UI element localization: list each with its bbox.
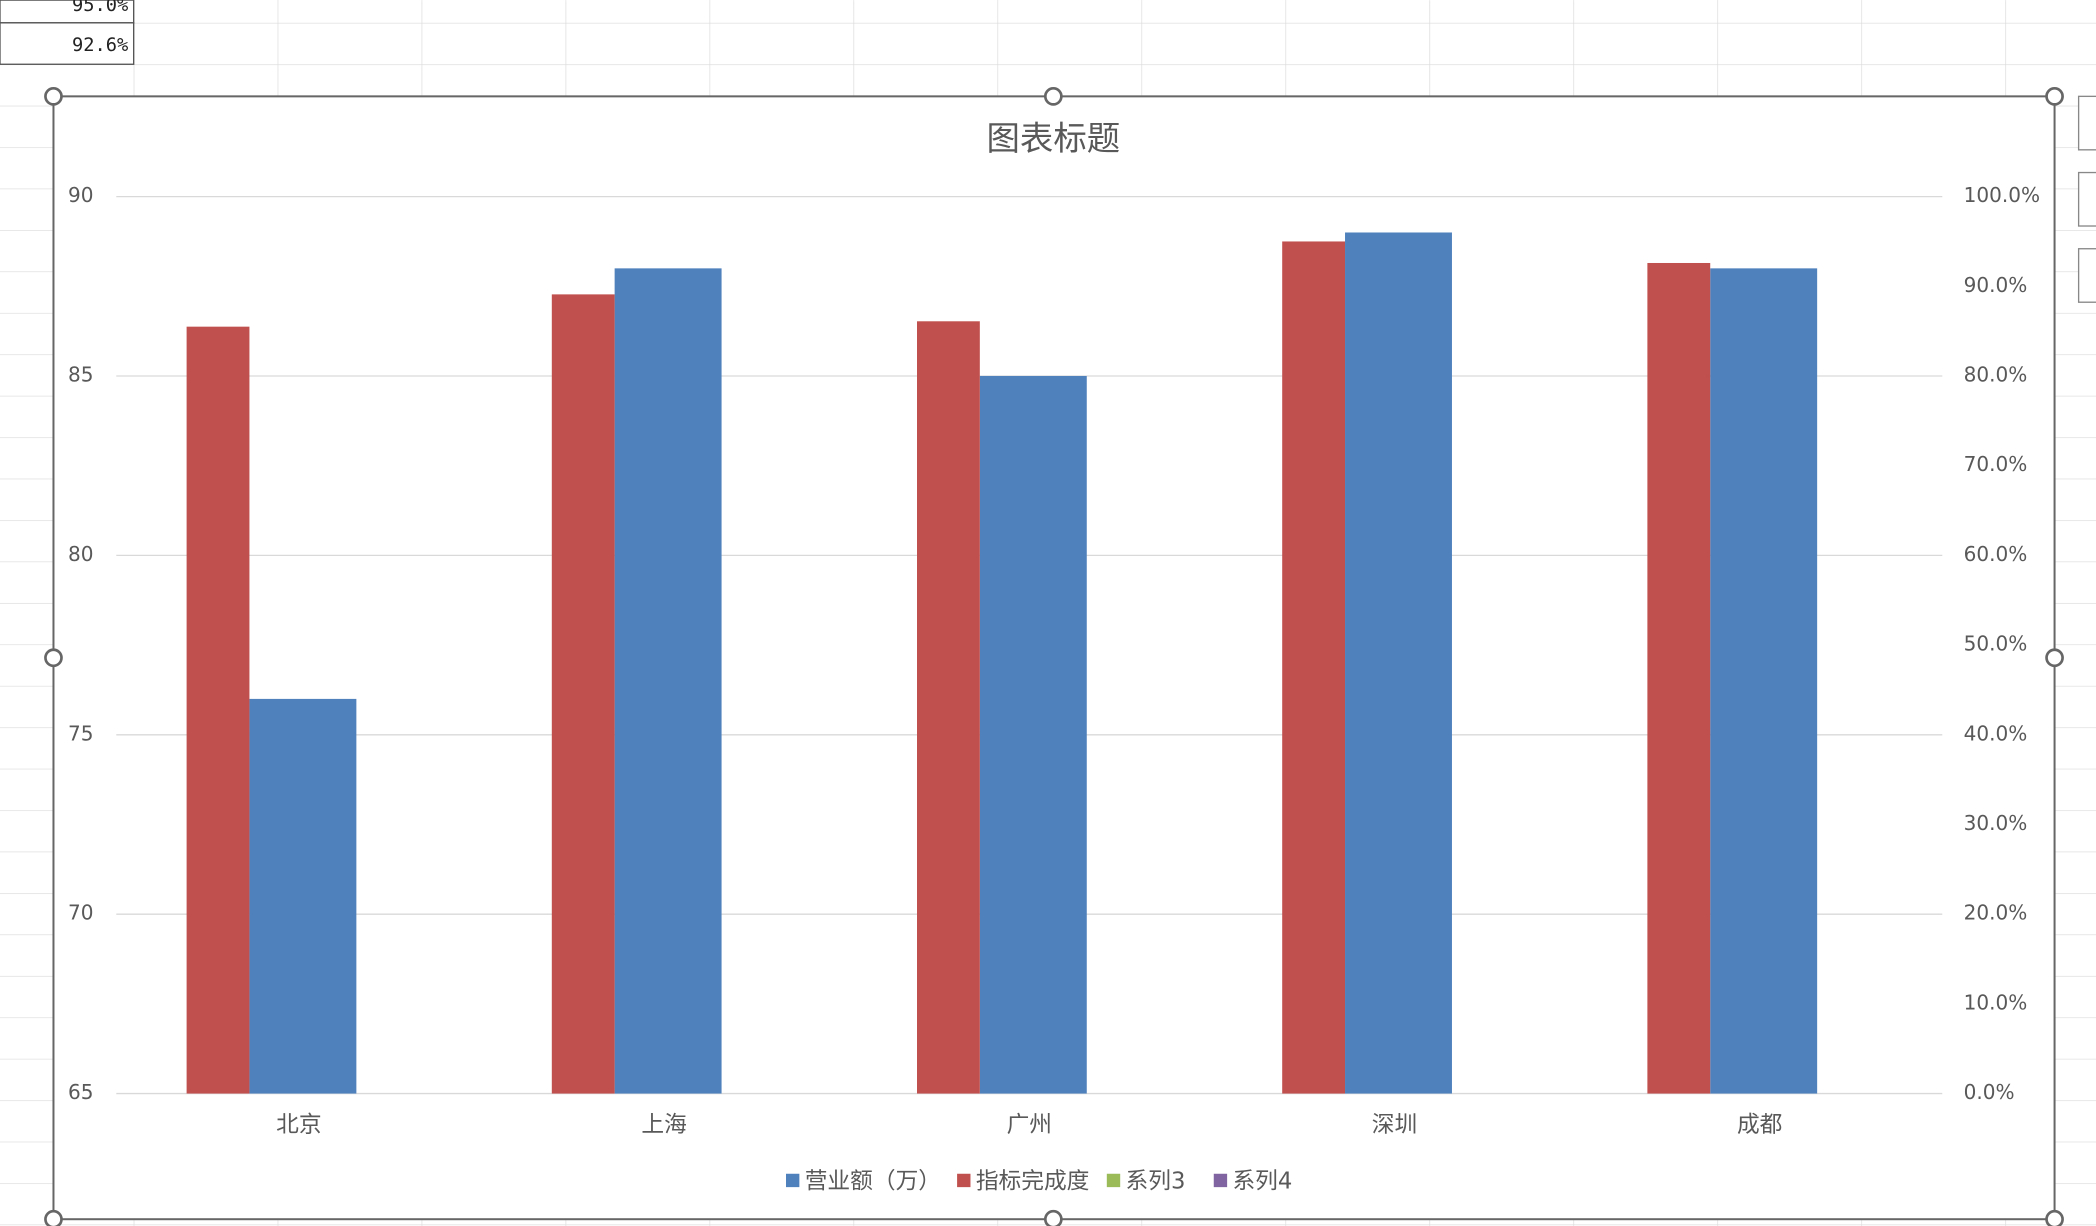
x-tick-label: 深圳 xyxy=(1372,1112,1417,1138)
bar xyxy=(186,326,250,1094)
y2-tick-label: 0.0% xyxy=(1964,1080,2015,1104)
legend-swatch xyxy=(786,1173,800,1188)
legend-swatch xyxy=(1213,1173,1228,1188)
y-tick-label: 65 xyxy=(68,1080,94,1104)
cell-text: 95.0% xyxy=(72,0,128,16)
legend-label: 营业额（万） xyxy=(805,1168,941,1194)
y-tick-label: 80 xyxy=(68,542,94,566)
bar xyxy=(1710,268,1818,1094)
bar xyxy=(249,698,357,1094)
y2-tick-label: 10.0% xyxy=(1964,990,2028,1014)
cell[interactable] xyxy=(0,22,135,65)
y2-tick-label: 80.0% xyxy=(1964,362,2028,386)
chart-title: 图表标题 xyxy=(987,119,1121,158)
y2-tick-label: 30.0% xyxy=(1964,811,2028,835)
bar xyxy=(917,321,980,1094)
legend-swatch xyxy=(1106,1173,1121,1188)
legend-label: 系列3 xyxy=(1126,1168,1186,1194)
y2-tick-label: 40.0% xyxy=(1964,721,2028,745)
y2-tick-label: 100.0% xyxy=(1964,183,2040,207)
y2-tick-label: 60.0% xyxy=(1964,542,2028,566)
y2-tick-label: 70.0% xyxy=(1964,452,2028,476)
bar xyxy=(979,375,1087,1094)
x-tick-label: 成都 xyxy=(1737,1112,1782,1138)
bar xyxy=(1345,232,1452,1094)
x-tick-label: 上海 xyxy=(641,1112,686,1138)
legend-label: 系列4 xyxy=(1232,1168,1292,1194)
y2-tick-label: 50.0% xyxy=(1964,632,2028,656)
y-tick-label: 75 xyxy=(68,721,94,745)
chart-buttons[interactable] xyxy=(2077,95,2096,303)
y2-tick-label: 90.0% xyxy=(1964,273,2028,297)
y2-tick-label: 20.0% xyxy=(1964,901,2028,925)
bar xyxy=(551,294,615,1094)
y-tick-label: 70 xyxy=(68,901,94,925)
x-tick-label: 北京 xyxy=(276,1112,321,1138)
bar xyxy=(1282,241,1346,1094)
plot: 65 70 75 80 85 90 0.0% 10.0% 20.0% 30.0% 40.0% 50.0… xyxy=(68,183,2040,1194)
legend-label: 指标完成度 xyxy=(976,1168,1090,1194)
x-tick-label: 广州 xyxy=(1007,1112,1052,1138)
y-tick-label: 85 xyxy=(68,362,94,386)
bar xyxy=(1647,262,1711,1094)
cell-text: 92.6% xyxy=(72,35,128,56)
resize-handles[interactable] xyxy=(44,86,2064,1226)
y-tick-label: 90 xyxy=(68,183,94,207)
bar xyxy=(614,268,722,1094)
legend-swatch xyxy=(957,1173,971,1188)
